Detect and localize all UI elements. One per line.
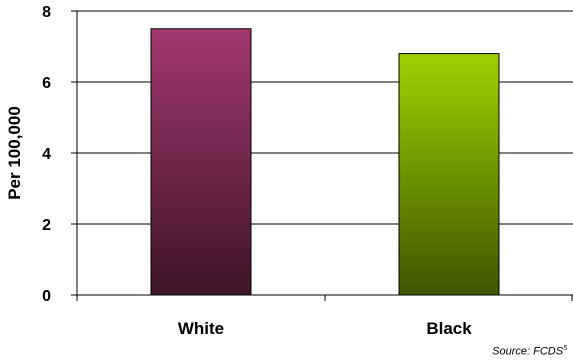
labels: 0 2 4 6 8 White Black: [42, 4, 472, 338]
x-category-label: Black: [426, 319, 472, 338]
bar-black: [398, 53, 500, 296]
source-text: Source: FCDS: [492, 346, 564, 358]
source-superscript: 5: [563, 345, 567, 353]
x-category-label: White: [178, 319, 224, 338]
y-tick-label: 8: [42, 4, 51, 21]
y-tick-label: 4: [42, 146, 51, 163]
y-axis-title: Per 100,000: [5, 106, 24, 200]
y-tick-label: 0: [42, 288, 51, 305]
y-tick-label: 6: [42, 75, 51, 92]
bar-white: [150, 28, 252, 296]
source-note: Source: FCDS5: [492, 345, 567, 358]
axes: [71, 10, 573, 301]
y-tick-label: 2: [42, 217, 51, 234]
bars: [150, 28, 500, 296]
